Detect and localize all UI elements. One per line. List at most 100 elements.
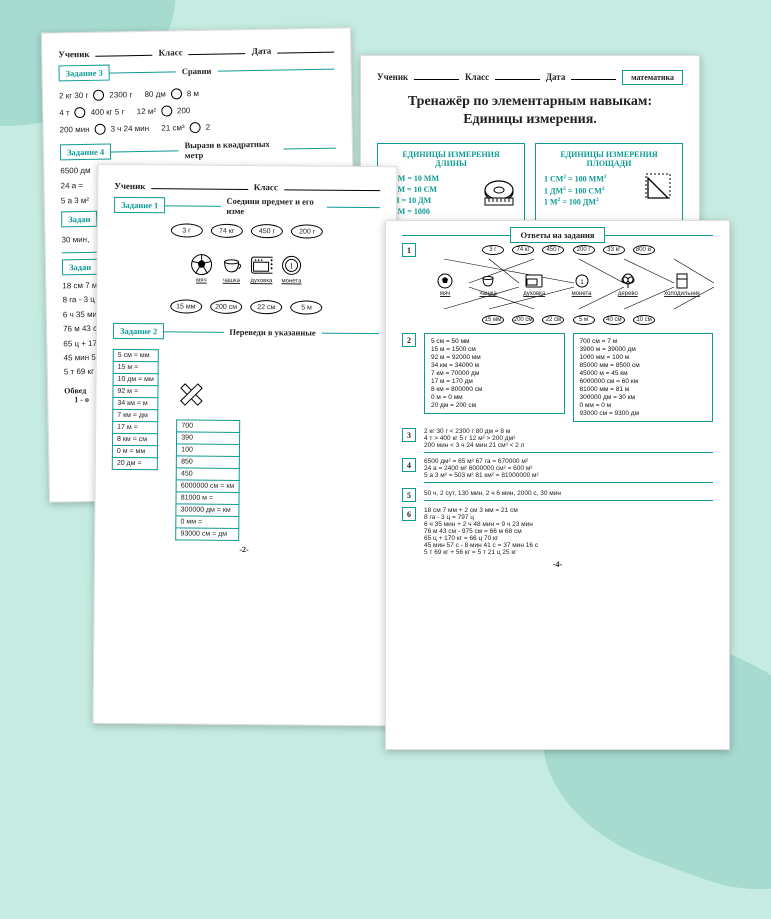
item-coin: 1 монета (280, 254, 302, 284)
cup-icon (220, 254, 242, 276)
answers-title: Ответы на задания (510, 227, 606, 243)
item-label: чашка (479, 291, 496, 297)
oval: 5 м (573, 315, 595, 325)
hdr-class: Класс (158, 47, 182, 57)
task2-title: Переведи в указанные (223, 327, 321, 338)
answers-2-right: 700 см = 7 м3900 м = 39000 дм 1000 мм = … (573, 333, 714, 422)
hdr-date: Дата (546, 72, 566, 82)
oval: 22 см (542, 315, 564, 325)
hdr-date: Дата (252, 46, 272, 56)
answers-6: 18 см 7 мм + 2 см 3 мм = 21 см8 га - 3 ц… (424, 507, 713, 556)
cmp-b: 2300 г (109, 90, 132, 99)
cmp-b: 8 м (187, 89, 199, 98)
item-oven: духовка (250, 254, 272, 284)
cmp-a: 21 см³ (161, 123, 184, 132)
area-title: ЕДИНИЦЫ ИЗМЕРЕНИЯ ПЛОЩАДИ (544, 150, 674, 168)
cmp-b: 400 кг 5 г (91, 107, 125, 117)
hdr-student: Ученик (58, 49, 89, 60)
convert-table-left: 5 см = мм 15 м = 10 дм = мм 92 м = 34 км… (112, 349, 159, 470)
answers-3: 2 кг 30 г < 2300 г 80 дм = 8 м4 т > 400 … (424, 428, 713, 453)
task4-label: Задание 4 (60, 144, 112, 161)
oval: 15 мм (170, 299, 202, 313)
page-number: -4- (402, 560, 713, 569)
subject-tag: математика (622, 70, 683, 85)
item-label: монета (281, 278, 301, 284)
cmp-b: 200 (177, 106, 191, 115)
oval: 3 г (170, 223, 202, 237)
len-line: 1 М = 10 ДМ (386, 196, 476, 205)
cmp-a: 4 т (59, 108, 69, 117)
len-line: 1 СМ = 10 ММ (386, 174, 476, 183)
coin-icon: 1 (281, 254, 303, 276)
section-num: 6 (402, 507, 416, 521)
item-label: мяч (196, 278, 207, 284)
task-partial: Задан (61, 211, 97, 228)
task3-label: Задание 3 (58, 65, 110, 82)
oval: 200 см (210, 300, 242, 314)
worksheet-page-2: Ученик Класс Задание 1 Соедини предмет и… (93, 164, 398, 727)
page3-title-2: Единицы измерения. (463, 112, 597, 127)
page3-title: Тренажёр по элементарным навыкам: Единиц… (377, 93, 683, 128)
tape-measure-icon (482, 178, 516, 212)
oval: 3 г (482, 245, 504, 255)
tree-icon (620, 273, 636, 289)
ball-icon (190, 254, 212, 276)
oval: 200 см (512, 315, 534, 325)
oval: 40 см (603, 315, 625, 325)
answers-5: 50 ч, 2 сут, 130 мин, 2 ч 6 мин, 2000 с,… (424, 490, 713, 501)
oval: 74 кг (211, 224, 243, 238)
oval: 450 г (542, 245, 564, 255)
item-label: дерево (618, 291, 638, 297)
task-partial: Задан (62, 259, 98, 276)
oval: 15 мм (482, 315, 504, 325)
section-num: 3 (402, 428, 416, 442)
cmp-b: 3 ч 24 мин (111, 124, 150, 134)
coin-icon: 1 (574, 273, 590, 289)
hdr-student: Ученик (377, 72, 408, 82)
oven-icon (525, 273, 543, 289)
oval: 33 кг (603, 245, 625, 255)
cmp-a: 200 мин (60, 125, 90, 135)
ruler-cross-icon (177, 379, 207, 409)
cmp-b: 2 (206, 123, 211, 132)
section-num: 5 (402, 488, 416, 502)
page3-title-1: Тренажёр по элементарным навыкам: (408, 94, 652, 109)
cmp-a: 80 дм (144, 90, 165, 99)
oval: 5 м (290, 300, 322, 314)
convert-table-right: 700 390 100 850 450 6000000 см = км 8100… (175, 419, 239, 541)
section-num: 1 (402, 243, 416, 257)
task1-label: Задание 1 (114, 197, 165, 213)
oval: 800 кг (633, 245, 655, 255)
oval: 74 кг (512, 245, 534, 255)
item-ball: мяч (190, 254, 212, 284)
item-label: духовка (250, 278, 272, 284)
cup-icon (480, 273, 496, 289)
worksheet-page-4: Ответы на задания 1 3 г 74 кг 450 г 200 … (385, 220, 730, 750)
oval: 22 см (250, 300, 282, 314)
task3-title: Сравни (176, 66, 218, 77)
item-label: холодильник (664, 291, 700, 297)
len-line: 1 ДМ = 10 СМ (386, 185, 476, 194)
hdr-student: Ученик (114, 181, 145, 191)
section-num: 4 (402, 458, 416, 472)
item-cup: чашка (220, 254, 242, 284)
task2-label: Задание 2 (113, 323, 164, 339)
item-label: чашка (223, 278, 240, 284)
task4-title: Вырази в квадратных метр (178, 139, 283, 161)
hdr-class: Класс (254, 182, 278, 192)
page-number: -2- (111, 544, 377, 555)
fridge-icon (676, 273, 688, 289)
triangle-ruler-icon (644, 172, 674, 202)
cmp-a: 2 кг 30 г (59, 91, 89, 101)
item-label: мяч (440, 291, 451, 297)
section-num: 2 (402, 333, 416, 347)
answers-2-left: 5 см = 50 мм15 м = 1500 см 92 м = 92000 … (424, 333, 565, 414)
oval: 200 г (291, 224, 323, 238)
hdr-class: Класс (465, 72, 489, 82)
cmp-a: 12 м² (137, 107, 156, 116)
svg-text:1: 1 (290, 261, 294, 270)
item-label: духовка (523, 291, 545, 297)
len-title: ЕДИНИЦЫ ИЗМЕРЕНИЯ ДЛИНЫ (386, 150, 516, 168)
oval: 200 г (573, 245, 595, 255)
oven-icon (250, 254, 272, 276)
